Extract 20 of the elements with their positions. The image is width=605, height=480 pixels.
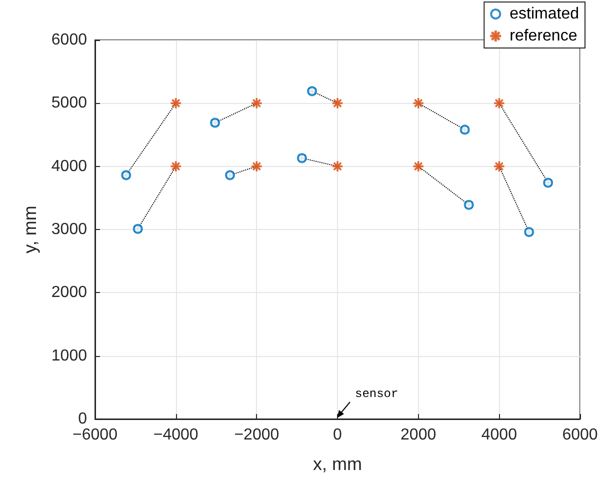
x-tick-label: 4000 (481, 426, 518, 444)
y-tick-label: 1000 (51, 347, 88, 364)
y-tick-label: 5000 (51, 94, 88, 112)
x-tick-label: 2000 (400, 426, 436, 444)
y-tick-label: 2000 (51, 284, 88, 302)
y-tick-label: 6000 (51, 32, 88, 48)
legend-label: estimated (510, 6, 580, 22)
x-tick-label: −6000 (72, 426, 118, 444)
annotation: sensor (355, 387, 398, 401)
x-tick-label: −2000 (234, 426, 280, 444)
y-tick-label: 4000 (51, 158, 88, 175)
y-tick-label: 3000 (51, 221, 88, 238)
x-axis-title: x, mm (313, 454, 362, 474)
y-axis-title: y, mm (20, 206, 40, 254)
y-tick-label: 0 (78, 410, 88, 428)
point (252, 98, 262, 108)
legend-label: reference (510, 28, 578, 44)
x-tick-label: 6000 (562, 426, 598, 444)
x-tick-label: 0 (333, 426, 342, 444)
x-tick-label: −4000 (153, 426, 198, 444)
